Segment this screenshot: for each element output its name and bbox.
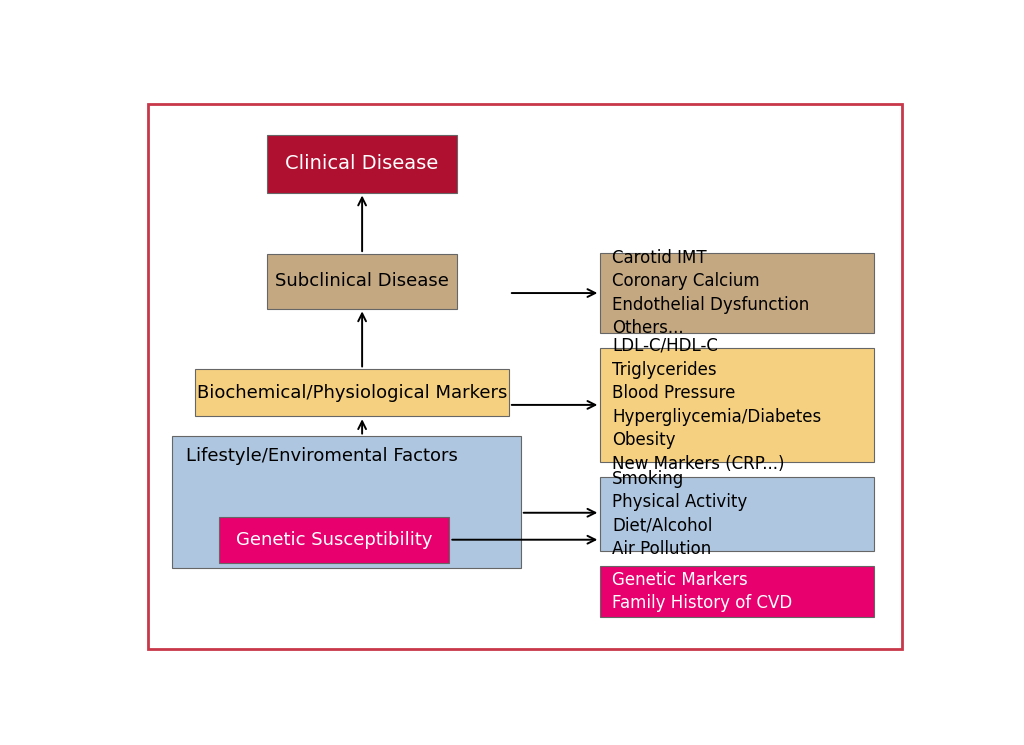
FancyBboxPatch shape — [219, 517, 450, 562]
FancyBboxPatch shape — [267, 136, 458, 193]
FancyBboxPatch shape — [196, 370, 509, 416]
Text: Smoking
Physical Activity
Diet/Alcohol
Air Pollution: Smoking Physical Activity Diet/Alcohol A… — [612, 469, 748, 558]
FancyBboxPatch shape — [600, 477, 873, 551]
Text: Genetic Susceptibility: Genetic Susceptibility — [237, 530, 432, 549]
Text: Biochemical/Physiological Markers: Biochemical/Physiological Markers — [197, 384, 507, 402]
FancyBboxPatch shape — [600, 347, 873, 462]
FancyBboxPatch shape — [600, 253, 873, 333]
Text: Clinical Disease: Clinical Disease — [286, 154, 438, 174]
FancyBboxPatch shape — [172, 437, 521, 568]
FancyBboxPatch shape — [600, 565, 873, 617]
FancyBboxPatch shape — [267, 254, 458, 308]
Text: LDL-C/HDL-C
Triglycerides
Blood Pressure
Hypergliycemia/Diabetes
Obesity
New Mar: LDL-C/HDL-C Triglycerides Blood Pressure… — [612, 337, 821, 473]
Text: Carotid IMT
Coronary Calcium
Endothelial Dysfunction
Others...: Carotid IMT Coronary Calcium Endothelial… — [612, 249, 809, 337]
Text: Lifestyle/Enviromental Factors: Lifestyle/Enviromental Factors — [186, 447, 458, 465]
Text: Genetic Markers
Family History of CVD: Genetic Markers Family History of CVD — [612, 571, 793, 612]
Text: Subclinical Disease: Subclinical Disease — [275, 272, 450, 291]
